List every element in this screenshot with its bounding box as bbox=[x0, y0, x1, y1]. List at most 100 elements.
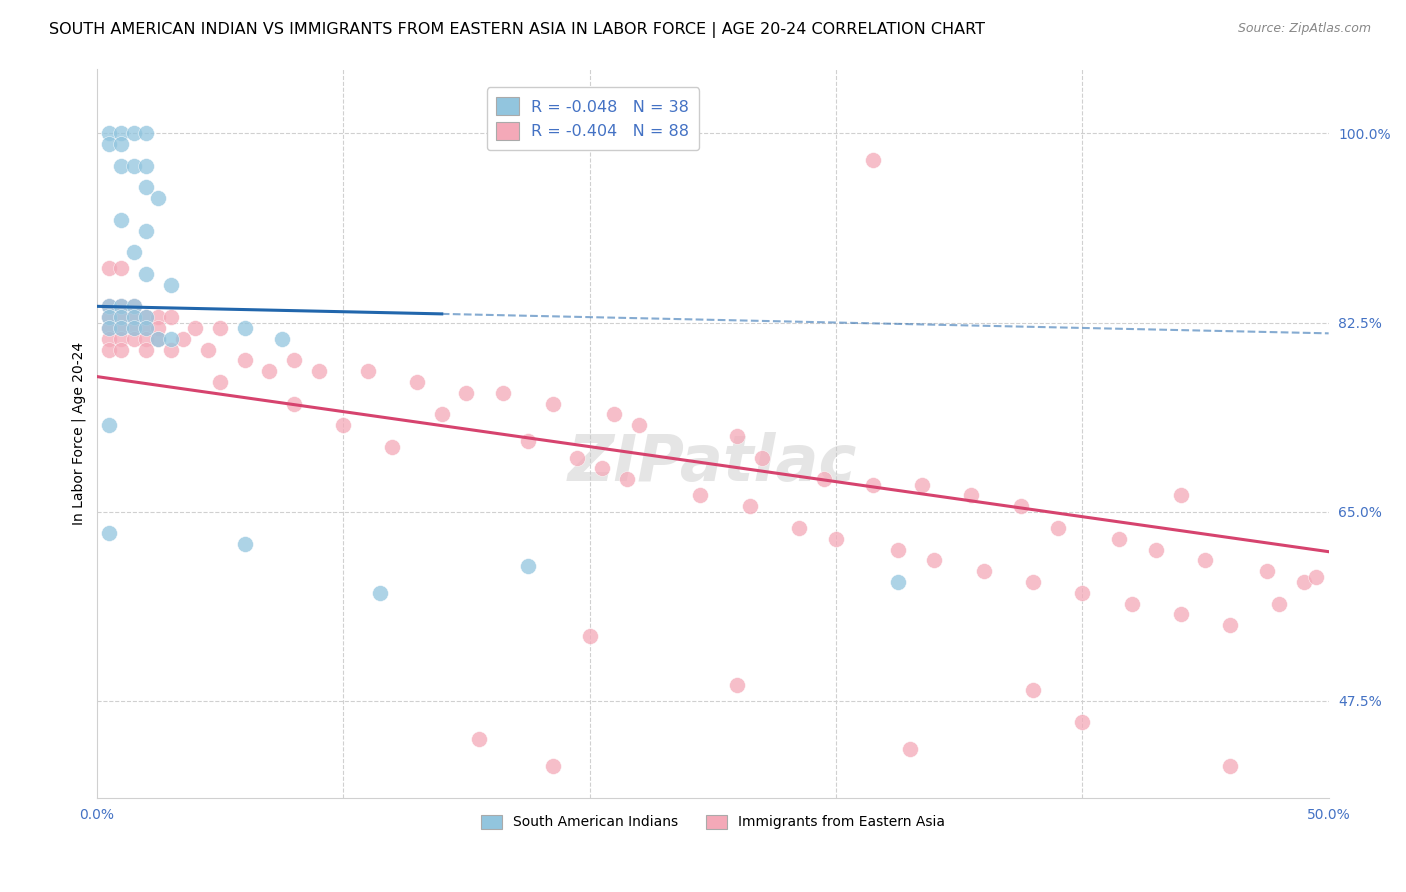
Point bbox=[1268, 597, 1291, 611]
Point bbox=[368, 586, 391, 600]
Point bbox=[406, 375, 429, 389]
Point bbox=[122, 159, 145, 173]
Point bbox=[578, 629, 600, 643]
Point bbox=[159, 310, 181, 325]
Point bbox=[135, 224, 157, 238]
Point bbox=[122, 245, 145, 260]
Point bbox=[135, 321, 157, 335]
Point bbox=[283, 353, 305, 368]
Point bbox=[122, 321, 145, 335]
Point bbox=[924, 553, 946, 567]
Point bbox=[135, 267, 157, 281]
Point bbox=[98, 332, 121, 346]
Point bbox=[110, 332, 132, 346]
Text: SOUTH AMERICAN INDIAN VS IMMIGRANTS FROM EASTERN ASIA IN LABOR FORCE | AGE 20-24: SOUTH AMERICAN INDIAN VS IMMIGRANTS FROM… bbox=[49, 22, 986, 38]
Point bbox=[110, 299, 132, 313]
Point bbox=[110, 159, 132, 173]
Point bbox=[98, 310, 121, 325]
Point bbox=[159, 277, 181, 292]
Point bbox=[98, 127, 121, 141]
Point bbox=[98, 299, 121, 313]
Point bbox=[1022, 574, 1045, 589]
Point bbox=[135, 332, 157, 346]
Point bbox=[725, 678, 748, 692]
Point bbox=[627, 418, 650, 433]
Point bbox=[135, 321, 157, 335]
Point bbox=[98, 137, 121, 152]
Point bbox=[98, 261, 121, 276]
Point bbox=[98, 310, 121, 325]
Point bbox=[110, 261, 132, 276]
Point bbox=[738, 500, 761, 514]
Text: ZIPatlас: ZIPatlас bbox=[568, 432, 858, 493]
Point bbox=[122, 321, 145, 335]
Point bbox=[122, 310, 145, 325]
Point bbox=[492, 385, 515, 400]
Point bbox=[1046, 521, 1069, 535]
Point bbox=[98, 526, 121, 541]
Point bbox=[1194, 553, 1216, 567]
Point bbox=[110, 127, 132, 141]
Point bbox=[122, 332, 145, 346]
Point bbox=[98, 299, 121, 313]
Legend: South American Indians, Immigrants from Eastern Asia: South American Indians, Immigrants from … bbox=[475, 809, 950, 835]
Point bbox=[208, 375, 231, 389]
Point bbox=[148, 191, 170, 205]
Point bbox=[135, 180, 157, 194]
Point bbox=[1071, 715, 1094, 730]
Point bbox=[208, 321, 231, 335]
Point bbox=[110, 310, 132, 325]
Point bbox=[898, 742, 921, 756]
Point bbox=[1071, 586, 1094, 600]
Point bbox=[98, 343, 121, 357]
Point bbox=[110, 321, 132, 335]
Point bbox=[1022, 683, 1045, 698]
Point bbox=[1219, 758, 1241, 772]
Point bbox=[567, 450, 589, 465]
Point bbox=[110, 321, 132, 335]
Point bbox=[456, 385, 478, 400]
Point bbox=[98, 418, 121, 433]
Point bbox=[1121, 597, 1143, 611]
Point bbox=[886, 542, 908, 557]
Point bbox=[725, 429, 748, 443]
Point bbox=[135, 343, 157, 357]
Point bbox=[184, 321, 207, 335]
Point bbox=[813, 472, 835, 486]
Point bbox=[616, 472, 638, 486]
Point bbox=[159, 343, 181, 357]
Point bbox=[110, 137, 132, 152]
Point bbox=[122, 299, 145, 313]
Point bbox=[308, 364, 330, 378]
Point bbox=[259, 364, 281, 378]
Point bbox=[911, 477, 934, 491]
Point bbox=[862, 477, 884, 491]
Point bbox=[148, 332, 170, 346]
Point bbox=[110, 299, 132, 313]
Point bbox=[517, 434, 540, 449]
Point bbox=[541, 758, 564, 772]
Point bbox=[110, 212, 132, 227]
Point bbox=[862, 153, 884, 168]
Point bbox=[135, 127, 157, 141]
Point bbox=[357, 364, 380, 378]
Point bbox=[98, 321, 121, 335]
Point bbox=[122, 299, 145, 313]
Point bbox=[233, 321, 256, 335]
Point bbox=[110, 310, 132, 325]
Point bbox=[603, 408, 626, 422]
Point bbox=[381, 440, 404, 454]
Point bbox=[430, 408, 453, 422]
Point bbox=[172, 332, 194, 346]
Text: Source: ZipAtlas.com: Source: ZipAtlas.com bbox=[1237, 22, 1371, 36]
Point bbox=[689, 488, 711, 502]
Point bbox=[825, 532, 848, 546]
Point bbox=[148, 310, 170, 325]
Point bbox=[283, 396, 305, 410]
Point bbox=[1219, 618, 1241, 632]
Point bbox=[886, 574, 908, 589]
Point bbox=[960, 488, 983, 502]
Point bbox=[1108, 532, 1130, 546]
Point bbox=[1144, 542, 1167, 557]
Point bbox=[135, 310, 157, 325]
